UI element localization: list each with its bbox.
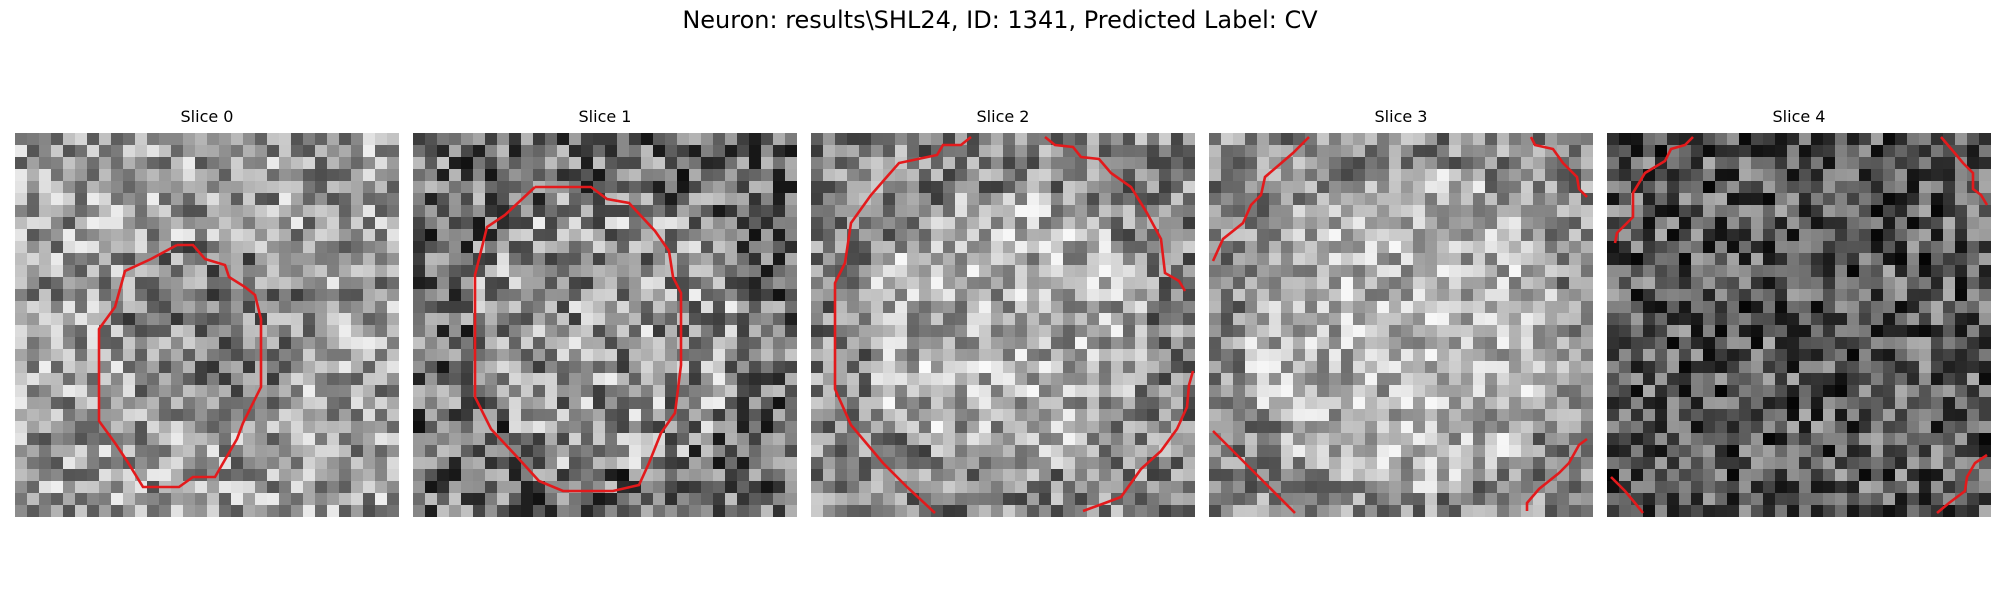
slice-pixels-0 <box>15 133 399 517</box>
slice-panel-0: Slice 0 <box>15 107 399 517</box>
slice-image-1 <box>413 133 797 517</box>
contour-line <box>1610 476 1645 514</box>
slice-panel-2: Slice 2 <box>811 107 1195 517</box>
contour-line <box>1525 437 1588 511</box>
contour-line <box>97 243 263 489</box>
slice-title-2: Slice 2 <box>976 107 1030 126</box>
slice-image-3 <box>1209 133 1593 517</box>
slice-panel-4: Slice 4 <box>1607 107 1991 517</box>
slice-title-3: Slice 3 <box>1374 107 1428 126</box>
slice-panel-3: Slice 3 <box>1209 107 1593 517</box>
slice-image-2 <box>811 133 1195 517</box>
contour-line <box>1936 453 1988 514</box>
figure-title: Neuron: results\SHL24, ID: 1341, Predict… <box>682 6 1318 34</box>
slice-image-4 <box>1607 133 1991 517</box>
slice-image-0 <box>15 133 399 517</box>
slice-title-0: Slice 0 <box>180 107 234 126</box>
slice-pixels-1 <box>413 133 797 517</box>
slice-pixels-3 <box>1209 133 1593 517</box>
contour-line <box>1940 136 1989 206</box>
slice-panel-1: Slice 1 <box>413 107 797 517</box>
contour-line <box>473 185 683 493</box>
slice-pixels-2 <box>811 133 1195 517</box>
slice-title-1: Slice 1 <box>578 107 632 126</box>
contour-line <box>1044 135 1187 292</box>
contour-line <box>1212 430 1296 514</box>
slice-title-4: Slice 4 <box>1772 107 1826 126</box>
slice-pixels-4 <box>1607 133 1991 517</box>
contour-line <box>1529 136 1588 198</box>
contour-line <box>1211 136 1310 262</box>
contour-line <box>1082 370 1195 513</box>
contour-line <box>833 135 972 514</box>
contour-line <box>1613 136 1694 244</box>
